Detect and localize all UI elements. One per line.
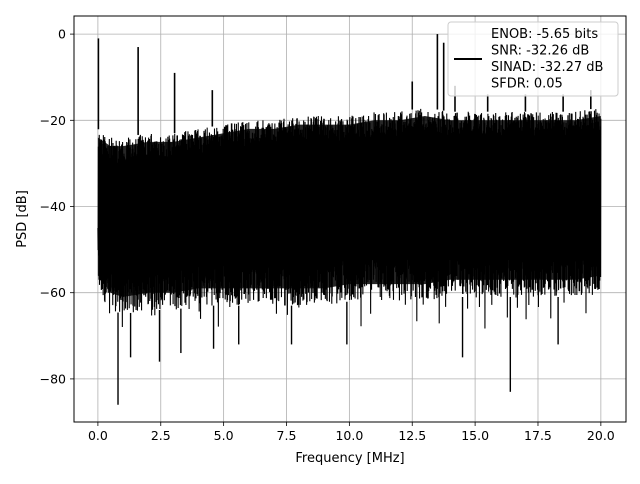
x-tick-label: 10.0	[335, 428, 363, 443]
psd-plot-area	[97, 34, 602, 405]
x-tick-label: 17.5	[524, 428, 552, 443]
x-tick-label: 20.0	[587, 428, 615, 443]
y-tick-label: −80	[40, 371, 66, 386]
legend-line: ENOB: -5.65 bits	[491, 27, 598, 42]
y-tick-label: −40	[40, 199, 66, 214]
legend-line: SNR: -32.26 dB	[491, 44, 589, 59]
x-tick-label: 15.0	[461, 428, 489, 443]
legend-line: SINAD: -32.27 dB	[491, 60, 603, 75]
axes-frame	[73, 15, 627, 423]
axis-ticks: 0.0 2.5 5.0 7.5 10.0 12.5 15.0 17.5 20.0 0 −20 −40 −…	[40, 27, 615, 443]
x-tick-label: 0.0	[88, 428, 108, 443]
y-tick-label: −60	[40, 285, 66, 300]
y-axis-label: PSD [dB]	[15, 190, 30, 248]
x-tick-label: 5.0	[214, 428, 234, 443]
x-axis-label: Frequency [MHz]	[295, 451, 404, 466]
x-tick-label: 7.5	[277, 428, 297, 443]
y-tick-label: 0	[58, 27, 66, 42]
legend-box	[447, 21, 619, 97]
psd-noise-band	[97, 115, 601, 298]
x-tick-label: 12.5	[398, 428, 426, 443]
legend-line: SFDR: 0.05	[491, 77, 563, 92]
x-tick-label: 2.5	[151, 428, 171, 443]
y-tick-label: −20	[40, 113, 66, 128]
